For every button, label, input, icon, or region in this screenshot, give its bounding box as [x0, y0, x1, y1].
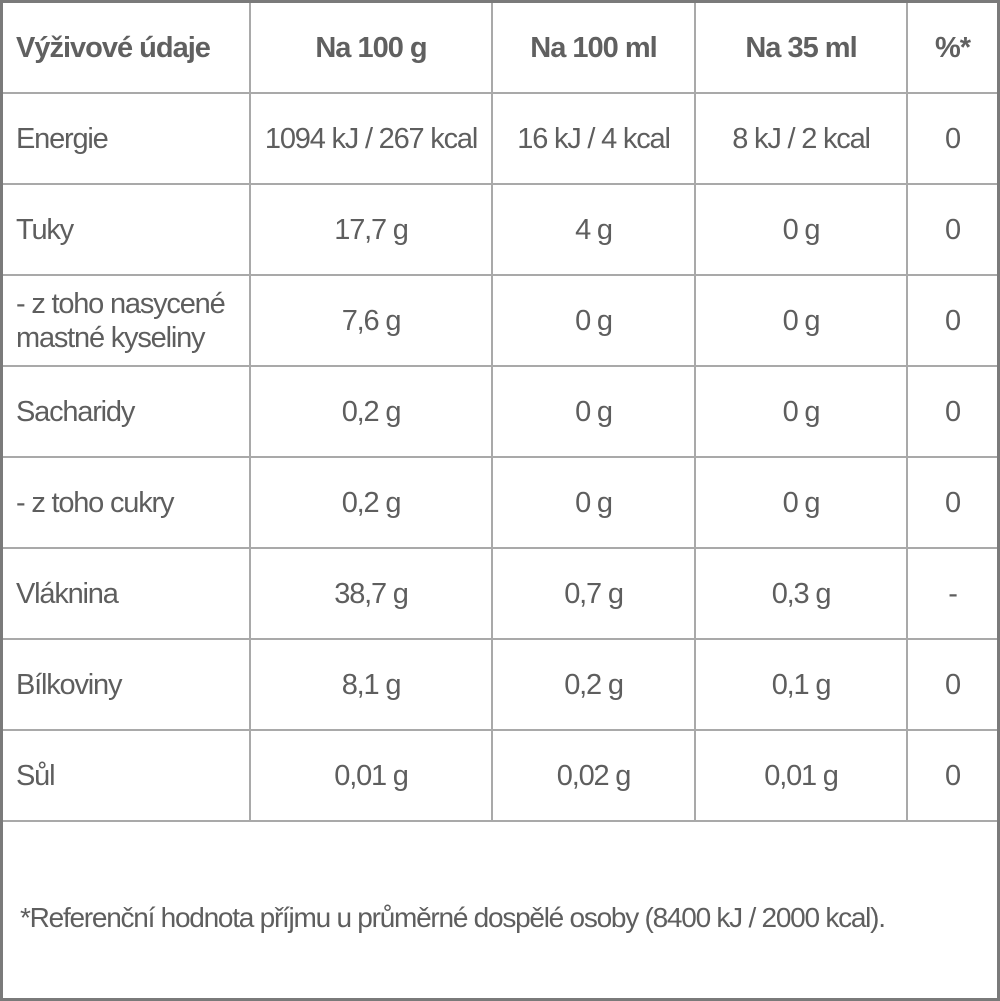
value-percent: 0 — [906, 456, 997, 549]
value-percent: - — [906, 547, 997, 640]
header-percent: %* — [906, 3, 997, 94]
value-per-35ml: 0,1 g — [694, 638, 908, 731]
value-per-35ml: 0 g — [694, 365, 908, 458]
value-per-100g: 17,7 g — [249, 183, 493, 276]
value-per-35ml: 0 g — [694, 274, 908, 367]
nutrient-label: Sacharidy — [3, 365, 251, 458]
value-percent: 0 — [906, 93, 997, 185]
value-per-100g: 0,2 g — [249, 365, 493, 458]
nutrient-label: - z toho nasycené mastné kyseliny — [3, 274, 251, 367]
value-per-100g: 38,7 g — [249, 547, 493, 640]
value-per-100ml: 0 g — [491, 365, 696, 458]
value-per-100g: 1094 kJ / 267 kcal — [249, 93, 493, 185]
value-per-100ml: 4 g — [491, 183, 696, 276]
header-row: Výživové údaje Na 100 g Na 100 ml Na 35 … — [3, 3, 997, 94]
value-per-100g: 8,1 g — [249, 638, 493, 731]
value-percent: 0 — [906, 729, 997, 822]
value-per-100g: 7,6 g — [249, 274, 493, 367]
value-per-100g: 0,01 g — [249, 729, 493, 822]
nutrient-label: Bílkoviny — [3, 638, 251, 731]
value-per-100ml: 0,7 g — [491, 547, 696, 640]
value-per-100ml: 0 g — [491, 456, 696, 549]
value-percent: 0 — [906, 274, 997, 367]
table-row: Vláknina 38,7 g 0,7 g 0,3 g- — [3, 547, 997, 640]
value-percent: 0 — [906, 365, 997, 458]
nutrient-label: - z toho cukry — [3, 456, 251, 549]
header-per-35ml: Na 35 ml — [694, 3, 908, 94]
value-per-35ml: 0,01 g — [694, 729, 908, 822]
value-per-100ml: 0 g — [491, 274, 696, 367]
value-per-100ml: 16 kJ / 4 kcal — [491, 93, 696, 185]
nutrient-label: Vláknina — [3, 547, 251, 640]
footer: *Referenční hodnota příjmu u průměrné do… — [3, 842, 997, 997]
footnote: *Referenční hodnota příjmu u průměrné do… — [20, 902, 886, 933]
value-percent: 0 — [906, 638, 997, 731]
header-nutrient: Výživové údaje — [3, 3, 251, 94]
nutrient-label: Energie — [3, 93, 251, 185]
header-per-100g: Na 100 g — [249, 3, 493, 94]
value-per-35ml: 0 g — [694, 183, 908, 276]
value-per-100ml: 0,02 g — [491, 729, 696, 822]
value-per-35ml: 0,3 g — [694, 547, 908, 640]
value-percent: 0 — [906, 183, 997, 276]
value-per-100g: 0,2 g — [249, 456, 493, 549]
value-per-35ml: 0 g — [694, 456, 908, 549]
nutrition-table: Výživové údaje Na 100 g Na 100 ml Na 35 … — [3, 3, 997, 822]
value-per-35ml: 8 kJ / 2 kcal — [694, 93, 908, 185]
table-row: Energie 1094 kJ / 267 kcal 16 kJ / 4 kcal 8… — [3, 93, 997, 185]
header-per-100ml: Na 100 ml — [491, 3, 696, 94]
nutrient-label: Tuky — [3, 183, 251, 276]
value-per-100ml: 0,2 g — [491, 638, 696, 731]
nutrient-label: Sůl — [3, 729, 251, 822]
